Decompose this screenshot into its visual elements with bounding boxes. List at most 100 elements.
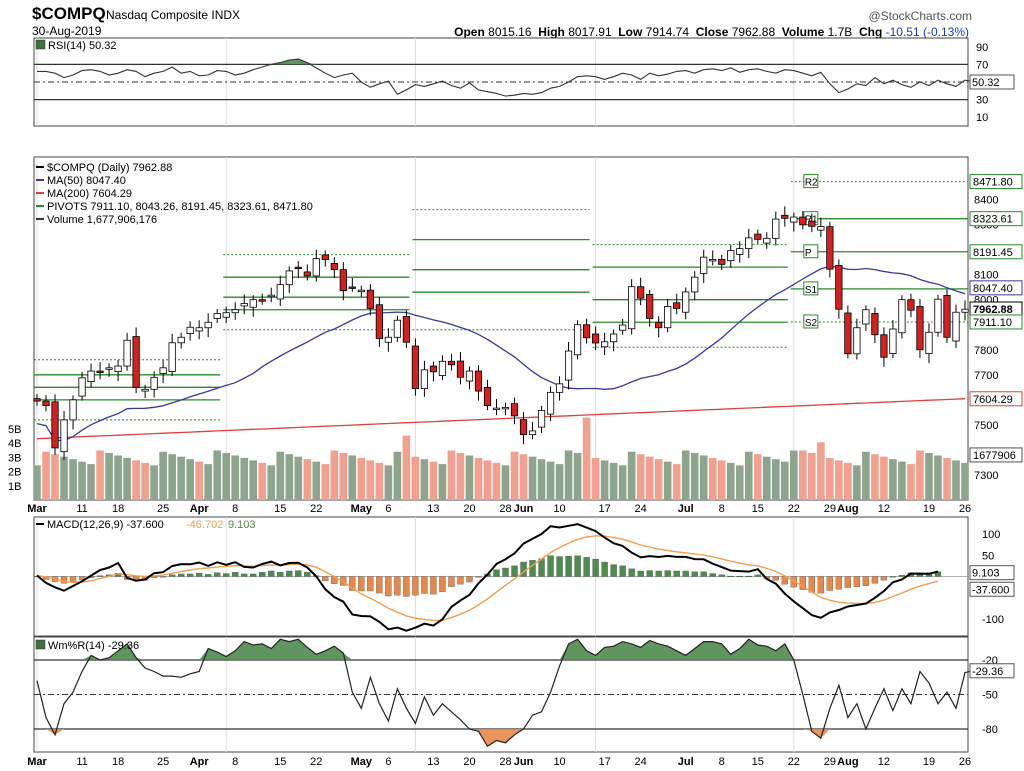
- pivot-label-box: [803, 314, 819, 329]
- rsi-tick-label: 30: [976, 95, 988, 107]
- macd-last-value: -37.600: [972, 584, 1009, 596]
- macd-histogram-bar: [223, 573, 230, 577]
- x-axis-label: 24: [635, 503, 647, 515]
- volume-bar: [781, 461, 789, 500]
- macd-histogram-bar: [889, 576, 897, 578]
- macd-histogram-bar: [475, 576, 482, 578]
- bottom-x-axis-label: 10: [553, 756, 565, 768]
- volume-bar: [573, 452, 582, 500]
- price-tag: 7604.29: [973, 394, 1013, 406]
- volume-bar: [961, 462, 969, 500]
- macd-histogram-bar: [628, 568, 635, 577]
- macd-signal-value-box: [969, 565, 1015, 581]
- x-axis-label: 12: [878, 503, 890, 515]
- x-axis-label: May: [351, 503, 373, 515]
- candle-body: [934, 298, 942, 333]
- volume-bar: [51, 454, 59, 500]
- candle-body: [700, 256, 708, 274]
- volume-bar: [42, 451, 50, 500]
- ma50-line: [36, 265, 966, 442]
- x-axis-label: 25: [157, 503, 169, 515]
- macd-histogram-bar: [268, 570, 275, 577]
- macd-tick-label: 50: [982, 550, 994, 562]
- macd-histogram-bar: [736, 575, 743, 578]
- volume-bar: [492, 462, 501, 500]
- volume-bar: [681, 450, 690, 500]
- macd-signal-line: [36, 535, 939, 622]
- bottom-x-axis-label: Mar: [27, 756, 47, 768]
- volume-bar: [546, 461, 555, 500]
- rsi-legend-icon: [35, 39, 46, 50]
- macd-histogram-bar: [196, 572, 203, 577]
- candle-body: [835, 265, 843, 310]
- volume-bar: [826, 457, 834, 500]
- macd-histogram-bar: [673, 570, 680, 577]
- candle-body: [537, 409, 546, 428]
- macd-histogram-bar: [601, 561, 608, 577]
- volume-bar: [654, 459, 663, 500]
- x-axis-label: 28: [499, 503, 511, 515]
- volume-bar: [60, 456, 68, 500]
- stockcharts-brand-link[interactable]: @StockCharts.com: [868, 9, 972, 23]
- macd-histogram-bar: [304, 572, 311, 577]
- x-axis-label: 22: [310, 503, 322, 515]
- price-tag-box: [969, 447, 1023, 463]
- volume-bar: [501, 465, 510, 500]
- candle-body: [510, 403, 519, 417]
- open-label: Open: [454, 25, 485, 39]
- candle-body: [943, 295, 951, 338]
- candle-body: [564, 350, 573, 381]
- volume-bar: [726, 462, 735, 500]
- rsi-overbought-fill: [37, 59, 974, 65]
- bottom-x-axis-label: 18: [112, 756, 124, 768]
- candle-body: [573, 324, 582, 356]
- candle-body: [961, 308, 969, 313]
- x-axis-label: 6: [385, 503, 391, 515]
- macd-histogram-bar: [619, 565, 626, 577]
- volume-bar: [231, 455, 240, 500]
- candle-body: [285, 270, 293, 286]
- volume-bar: [393, 451, 402, 500]
- candle-body: [709, 258, 717, 262]
- candle-body: [763, 237, 771, 244]
- candle-body: [240, 303, 248, 307]
- price-legend-item: $COMPQ (Daily) 7962.88: [47, 162, 172, 174]
- price-tag: 8191.45: [973, 247, 1013, 259]
- macd-histogram-bar: [871, 576, 879, 584]
- volume-bar: [141, 462, 149, 500]
- volume-bar: [105, 452, 113, 500]
- volume-tick-label: 4B: [8, 438, 21, 450]
- volume-bar: [952, 460, 960, 500]
- macd-histogram-bar: [430, 576, 437, 595]
- x-axis-label: 15: [274, 503, 286, 515]
- volume-bar: [663, 461, 672, 500]
- macd-histogram-bar: [880, 576, 888, 581]
- volume-bar: [411, 456, 420, 500]
- wr-tick-label: -50: [982, 690, 998, 702]
- candle-body: [555, 383, 564, 393]
- volume-bar: [880, 456, 888, 500]
- x-axis-label: 11: [76, 503, 87, 515]
- macd-histogram-bar: [898, 575, 906, 577]
- volume-bar: [744, 451, 753, 500]
- volume-bar: [285, 454, 294, 500]
- macd-histogram-bar: [78, 576, 86, 581]
- x-axis-label: 22: [788, 503, 800, 515]
- macd-histogram-bar: [403, 576, 410, 597]
- candle-body: [114, 365, 122, 372]
- pivot-label: S1: [805, 285, 818, 296]
- macd-histogram-bar: [574, 555, 581, 577]
- price-tag: 8323.61: [973, 214, 1013, 226]
- candle-body: [258, 299, 266, 302]
- price-tick-label: 7800: [974, 345, 998, 357]
- chart-date: 30-Aug-2019: [32, 24, 102, 38]
- candle-body: [393, 319, 401, 338]
- macd-histogram-bar: [286, 570, 293, 577]
- x-axis-label: 19: [923, 503, 935, 515]
- x-axis-label: 13: [427, 503, 439, 515]
- volume-bar: [213, 450, 221, 500]
- macd-last-value-box: [969, 581, 1015, 597]
- price-legend-item: Volume 1,677,906,176: [47, 214, 157, 226]
- price-tag-box: [969, 174, 1023, 190]
- candle-body: [826, 226, 834, 270]
